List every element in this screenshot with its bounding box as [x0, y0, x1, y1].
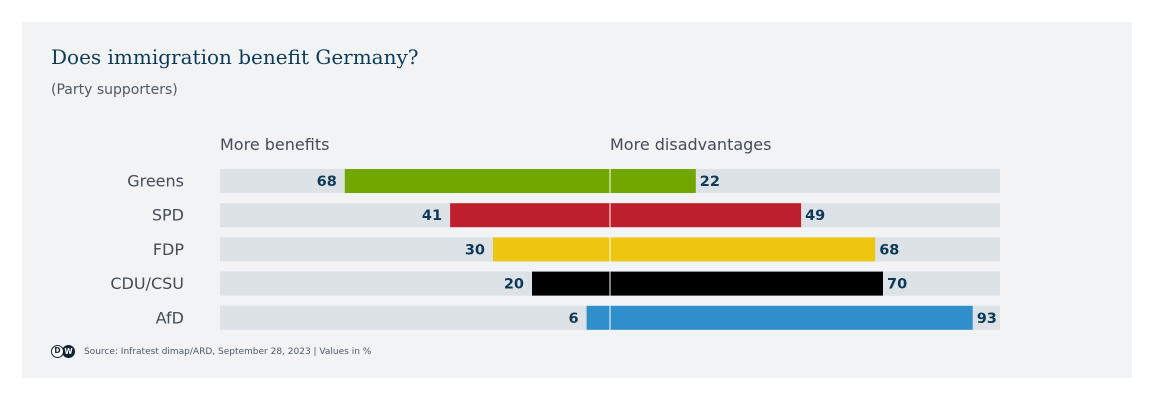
source-text: Source: Infratest dimap/ARD, September 2… [84, 346, 372, 357]
bar-benefits-fdp [493, 237, 610, 262]
bar-disadvantages-fdp [610, 237, 876, 262]
value-benefits-cdu-csu: 20 [504, 277, 524, 293]
category-label-afd: AfD [156, 308, 184, 327]
left-column-header: More benefits [220, 135, 329, 154]
center-divider-cdu-csu [609, 271, 611, 296]
value-benefits-greens: 68 [317, 174, 337, 190]
bar-benefits-spd [450, 203, 610, 228]
chart-title: Does immigration benefit Germany? [51, 45, 419, 69]
bar-benefits-greens [344, 169, 610, 193]
category-label-spd: SPD [152, 206, 184, 225]
source-footer: D W Source: Infratest dimap/ARD, Septemb… [51, 345, 371, 358]
center-divider-spd [609, 203, 611, 228]
bar-disadvantages-spd [610, 203, 802, 228]
chart-card: Does immigration benefit Germany? (Party… [22, 22, 1132, 378]
value-disadvantages-greens: 22 [700, 174, 720, 190]
dw-logo-w: W [62, 345, 75, 358]
value-disadvantages-spd: 49 [805, 208, 825, 224]
value-benefits-spd: 41 [422, 208, 442, 224]
bar-benefits-cdu-csu [532, 271, 610, 296]
value-disadvantages-fdp: 68 [879, 242, 899, 258]
value-benefits-fdp: 30 [465, 242, 485, 258]
category-label-fdp: FDP [153, 240, 185, 259]
chart-subtitle: (Party supporters) [51, 82, 178, 98]
bar-disadvantages-afd [610, 305, 973, 330]
right-column-header: More disadvantages [610, 135, 771, 154]
bar-disadvantages-greens [610, 169, 696, 193]
center-divider-greens [609, 169, 611, 193]
category-label-cdu-csu: CDU/CSU [110, 274, 184, 293]
category-label-greens: Greens [127, 172, 184, 191]
dw-logo: D W [51, 345, 75, 358]
value-benefits-afd: 6 [569, 311, 579, 327]
center-divider-fdp [609, 237, 611, 262]
value-disadvantages-cdu-csu: 70 [887, 277, 907, 293]
dw-logo-d: D [51, 345, 64, 358]
center-divider-afd [609, 305, 611, 330]
bar-disadvantages-cdu-csu [610, 271, 883, 296]
diverging-bar-chart: More benefits More disadvantages Greens 6… [110, 135, 1000, 330]
value-disadvantages-afd: 93 [977, 311, 997, 327]
bar-benefits-afd [586, 305, 610, 330]
